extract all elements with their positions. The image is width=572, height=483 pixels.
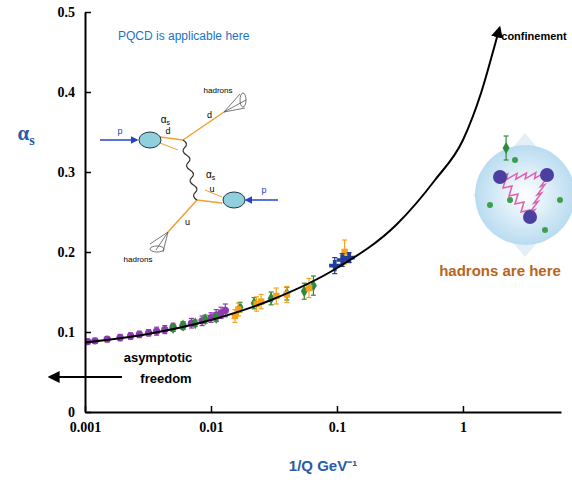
x-axis-line [86,412,562,414]
y-axis: 0 0.1 0.2 0.3 0.4 0.5 [58,5,92,420]
y-tick: 0.2 [58,245,92,260]
beam [100,139,137,141]
x-tick-label: 0.01 [199,420,224,435]
error-bar [504,136,509,160]
annotation: u [185,217,190,227]
data-point [306,285,312,291]
y-tick: 0.4 [58,85,92,100]
annotation-arrow [50,376,122,378]
error-bar [259,294,264,308]
jet-cone [240,93,246,107]
y-tick-mark [85,412,91,414]
x-tick: 0.1 [329,406,347,435]
y-tick: 0.3 [58,165,92,180]
hadron-body [475,145,572,245]
x-tick: 1 [460,406,467,435]
sea-quark [487,202,493,208]
beam [246,199,278,201]
jet [224,108,245,112]
annotation: PQCD is applicable here [118,29,250,43]
y-tick-mark [85,172,91,174]
proton [139,132,161,148]
y-tick-mark [85,332,91,334]
annotation: confinement [501,30,567,42]
quark-line [168,200,197,232]
y-tick-mark [85,252,91,254]
series-2 [232,240,348,322]
quark-line [205,190,222,197]
annotation: d [165,126,170,136]
x-tick-label: 1 [460,420,467,435]
sea-quark [507,197,513,203]
gluon-string [497,178,530,217]
annotation: αs [161,114,171,126]
x-tick-mark [463,406,465,412]
x-tick-label: 0.1 [329,420,347,435]
annotation: d [207,110,212,120]
error-bar [274,288,279,304]
y-tick: 0 [68,405,91,420]
proton [223,192,245,208]
data-point [202,313,209,325]
y-axis-title: αs [17,121,35,148]
sea-quark [557,197,563,203]
annotation: αs [206,169,216,181]
quark-line [160,137,183,140]
jet-cone [150,246,164,252]
annotation: hadrons are here [439,262,561,279]
feynman-diagram [100,93,278,252]
jet [224,100,246,112]
quark-line [197,200,222,203]
y-tick-label: 0.1 [58,325,76,340]
series-4 [85,28,500,342]
data-point [222,307,229,314]
plot-area [85,28,510,345]
y-axis-line [85,13,87,413]
y-tick-mark [85,12,91,14]
x-tick-mark [211,406,213,412]
annotation: hadrons [124,255,153,264]
y-tick-label: 0 [68,405,75,420]
x-tick-mark [337,406,339,412]
sea-quark [542,227,548,233]
hadron-illustration [473,133,572,257]
annotation: p [117,126,122,136]
sea-quark [512,157,518,163]
y-tick-label: 0.5 [58,5,76,20]
valence-quark [540,168,554,182]
annotation: p [261,185,266,195]
quark-line [160,143,178,150]
error-bar [236,303,241,316]
x-tick-label: 0.001 [70,420,102,435]
annotation: asymptoticfreedom [124,350,193,386]
data-point [503,142,510,154]
y-tick-label: 0.4 [58,85,76,100]
x-axis-title: 1/Q GeV⁻¹ [289,457,357,474]
x-axis: 0.001 0.01 0.1 1 [70,406,562,435]
chart: PQCD is applicable here confinement hadron… [0,0,572,483]
y-tick: 0.5 [58,5,92,20]
y-tick-label: 0.3 [58,165,76,180]
series-1 [170,136,510,334]
y-tick-mark [85,92,91,94]
curve [85,28,500,342]
valence-quark [493,170,507,184]
annotation: hadrons [204,86,233,95]
y-tick-label: 0.2 [58,245,76,260]
jet [156,232,168,250]
quark-line [183,112,224,140]
y-tick: 0.1 [58,325,92,340]
x-tick: 0.01 [199,406,224,435]
hadron-halo [473,133,572,257]
gluon [183,140,197,200]
valence-quark [523,210,537,224]
